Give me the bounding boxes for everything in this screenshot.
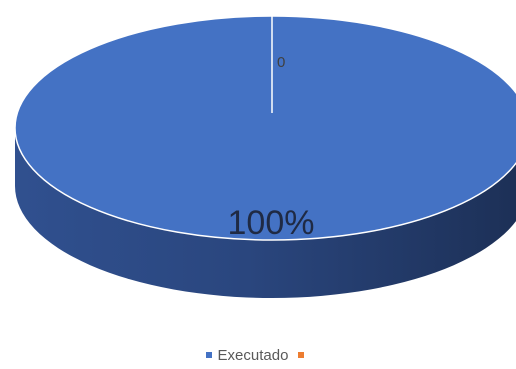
data-label-executado: 100% [228,204,315,242]
pie-slice-side-executado [15,128,516,298]
legend-label-executado: Executado [217,346,289,364]
legend-swatch-second [298,352,305,358]
pie-chart: 0 100% [14,15,516,298]
legend: Executado [0,344,516,366]
legend-item-executado: Executado [205,346,289,364]
legend-item-second [298,352,310,358]
legend-swatch-executado [205,352,212,358]
data-label-second: 0 [277,54,285,71]
